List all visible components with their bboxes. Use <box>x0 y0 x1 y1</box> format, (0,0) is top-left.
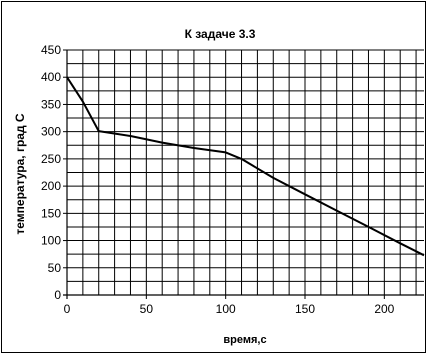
y-tick-label: 250 <box>41 152 61 166</box>
y-tick-label: 50 <box>48 261 62 275</box>
y-tick-label: 200 <box>41 179 61 193</box>
chart-frame <box>1 1 426 353</box>
y-tick-label: 100 <box>41 234 61 248</box>
y-tick-label: 450 <box>41 43 61 57</box>
y-tick-label: 0 <box>54 288 61 302</box>
x-tick-label: 200 <box>374 302 394 316</box>
grid <box>63 49 424 299</box>
series-group <box>66 76 425 257</box>
y-axis-label: температура, град С <box>13 113 27 235</box>
chart-title: К задаче 3.3 <box>185 27 256 41</box>
y-tick-label: 350 <box>41 97 61 111</box>
tick-labels: 0 50 100 150 200 250 300 350 400 450 0 50 100 150 200 <box>41 43 395 316</box>
x-tick-label: 150 <box>295 302 315 316</box>
series-line <box>66 76 425 257</box>
y-tick-label: 400 <box>41 70 61 84</box>
y-tick-label: 300 <box>41 125 61 139</box>
x-tick-label: 0 <box>64 302 71 316</box>
y-tick-label: 150 <box>41 206 61 220</box>
x-axis-label: время,с <box>223 334 266 346</box>
x-tick-label: 100 <box>216 302 236 316</box>
x-tick-label: 50 <box>140 302 154 316</box>
